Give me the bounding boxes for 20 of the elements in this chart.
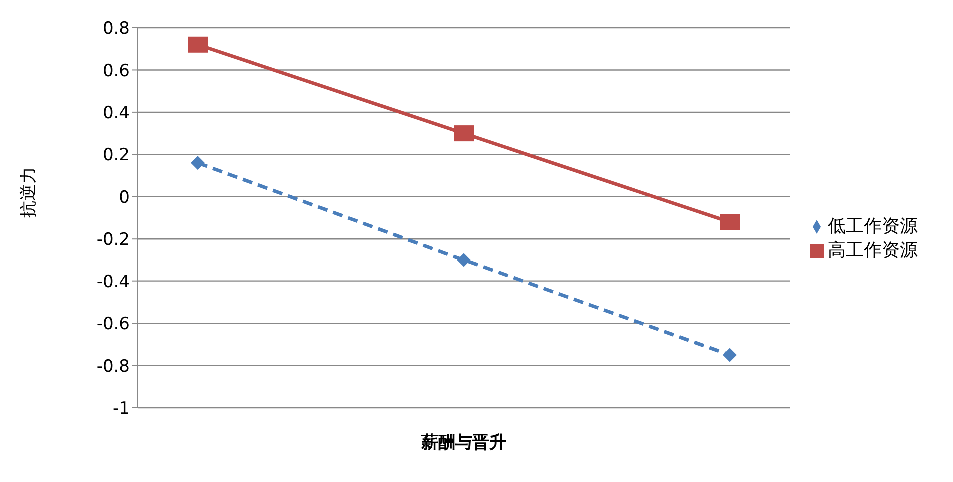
point [723,348,737,362]
point [720,214,740,230]
y-axis-title: 抗逆力 [19,167,40,218]
y-tick-label: 0.6 [102,61,130,82]
y-tick-label: -0.2 [96,230,130,250]
point [191,156,205,170]
y-tick-label: -1 [113,399,130,420]
point [457,253,471,268]
point [454,126,474,142]
y-tick-label: -0.8 [96,356,130,377]
y-tick-label: 0.4 [102,103,130,124]
y-tick-label: 0.2 [102,146,130,166]
y-tick-label: 0 [119,188,130,208]
y-tick-label: -0.6 [96,314,130,335]
legend-label: 低工作资源 [828,216,918,237]
point [188,36,208,53]
x-axis-title: 薪酬与晋升 [420,433,506,453]
y-tick-label: 0.8 [102,19,130,40]
y-tick-label: -0.4 [96,272,130,292]
legend-label: 高工作资源 [828,240,918,261]
